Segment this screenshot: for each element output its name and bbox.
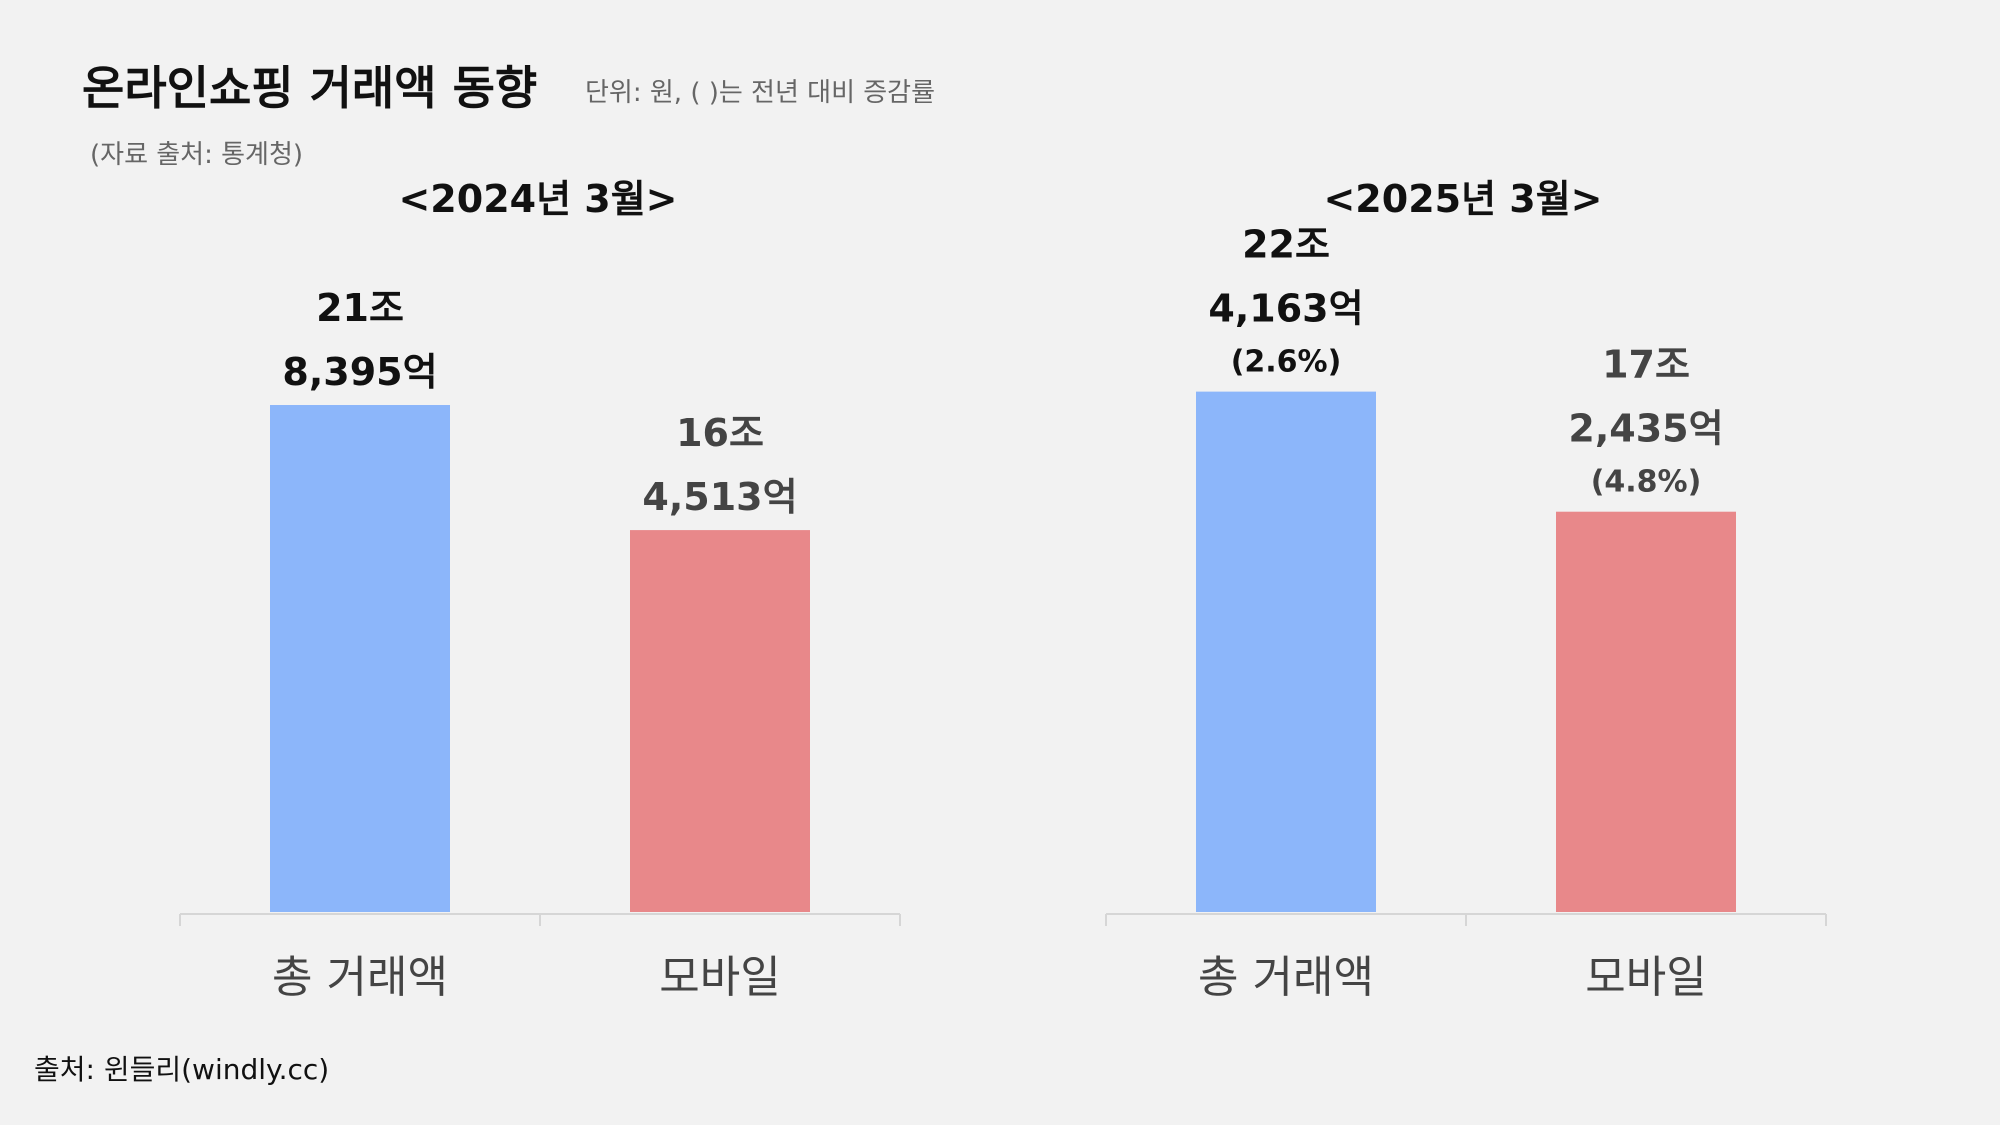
page-title: 온라인쇼핑 거래액 동향: [82, 61, 538, 115]
data-label-eok: 4,513억: [642, 475, 797, 519]
footer-source: 출처: 윈들리(windly.cc): [34, 1053, 330, 1086]
category-label: 총 거래액: [1198, 952, 1374, 1003]
data-label-jo: 22조: [1242, 223, 1330, 267]
bar-total: [270, 405, 450, 912]
category-label: 총 거래액: [272, 952, 448, 1003]
bar-total: [1196, 391, 1376, 913]
data-label-jo: 21조: [316, 286, 404, 330]
bar-mobile: [630, 530, 810, 912]
chart-title: <2024년 3월>: [398, 177, 677, 221]
unit-note: 단위: 원, ( )는 전년 대비 증감률: [585, 78, 936, 108]
data-label-eok: 4,163억: [1208, 287, 1363, 331]
bar-mobile: [1556, 511, 1736, 912]
chart-title: <2025년 3월>: [1323, 177, 1602, 221]
data-label-eok: 8,395억: [282, 350, 437, 394]
data-label-jo: 16조: [676, 411, 764, 455]
data-source-note: (자료 출처: 통계청): [90, 140, 304, 170]
category-label: 모바일: [659, 952, 780, 1003]
category-label: 모바일: [1585, 952, 1706, 1003]
data-label-jo: 17조: [1602, 343, 1690, 387]
change-label: (2.6%): [1231, 345, 1342, 380]
data-label-eok: 2,435억: [1568, 407, 1723, 451]
change-label: (4.8%): [1591, 465, 1702, 500]
